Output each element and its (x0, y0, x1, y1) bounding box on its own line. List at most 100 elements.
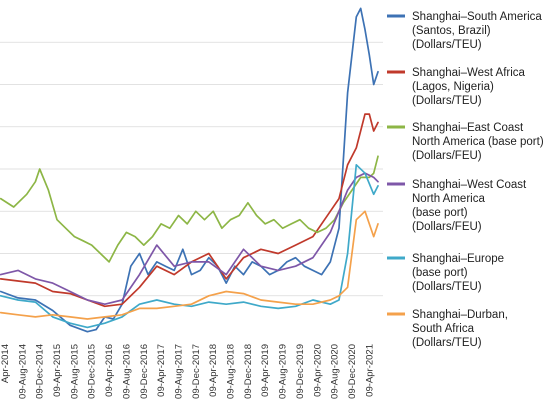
data-point (373, 130, 375, 132)
data-point (360, 7, 362, 9)
data-point (34, 301, 36, 303)
legend-item-1: Shanghai–South America (Santos, Brazil) (D… (387, 11, 542, 51)
x-tick-label: Apr-2014 (0, 344, 11, 383)
data-point (308, 227, 310, 229)
data-point (368, 54, 370, 56)
legend-item-6: Shanghai–Durban, South Africa (Dollars/TEU… (387, 309, 508, 349)
data-point (338, 227, 340, 229)
legend-label: Shanghai–South America (412, 11, 542, 23)
data-point (338, 210, 340, 212)
data-point (0, 291, 2, 292)
legend-label: (Dollars/FEU) (412, 150, 482, 162)
data-point (191, 305, 192, 307)
x-tick-label: 09-Apr-2017 (156, 344, 167, 397)
legend-item-2: Shanghai–West Africa (Lagos, Nigeria) (Dol… (387, 67, 526, 107)
data-point (17, 297, 19, 299)
data-point (34, 316, 36, 318)
data-point (260, 248, 262, 250)
legend-label: (Dollars/TEU) (412, 281, 482, 293)
data-point (139, 274, 140, 276)
data-point (104, 322, 106, 324)
data-point (173, 265, 175, 267)
data-point (377, 71, 379, 73)
data-point (355, 164, 357, 166)
data-point (225, 303, 227, 305)
data-point (364, 113, 366, 115)
legend-label: (base port) (412, 207, 468, 219)
data-point (373, 193, 375, 195)
data-point (277, 253, 279, 254)
series-line-4 (0, 172, 379, 306)
data-point (82, 240, 84, 242)
data-point (225, 282, 227, 284)
data-point (121, 303, 123, 305)
data-point (208, 261, 210, 263)
data-point (0, 278, 2, 280)
data-point (243, 248, 244, 250)
data-point (139, 286, 140, 288)
data-point (329, 261, 331, 263)
data-point (156, 307, 158, 309)
data-point (152, 236, 153, 238)
series-1 (0, 7, 379, 333)
data-point (173, 269, 175, 271)
data-point (34, 299, 36, 301)
legend-label: North America (412, 193, 485, 205)
legend-item-4: Shanghai–West Coast North America (base po… (387, 179, 527, 233)
data-point (173, 305, 175, 307)
data-point (347, 164, 349, 166)
x-tick-label: 09-Aug-2016 (121, 344, 132, 399)
data-point (121, 299, 123, 301)
data-point (26, 193, 28, 195)
data-point (377, 181, 379, 183)
legend-item-5: Shanghai–Europe (base port) (Dollars/TEU) (387, 253, 504, 293)
data-point (86, 326, 88, 328)
data-point (204, 219, 205, 221)
data-point (156, 261, 158, 263)
data-point (243, 274, 244, 276)
data-point (243, 293, 244, 295)
data-point (269, 274, 271, 276)
data-point (52, 316, 54, 318)
data-point (212, 210, 214, 212)
data-point (52, 314, 54, 316)
legend-label: (Santos, Brazil) (412, 25, 491, 37)
data-point (295, 244, 297, 246)
data-point (321, 274, 323, 276)
data-point (368, 176, 370, 178)
data-point (86, 318, 88, 320)
data-point (251, 261, 253, 263)
legend-label: (Dollars/TEU) (412, 39, 482, 51)
data-point (329, 299, 331, 301)
data-point (221, 227, 223, 229)
data-point (0, 198, 2, 200)
x-tick-label: 09-Dec-2017 (191, 344, 202, 399)
x-tick-label: 09-Dec-2014 (35, 344, 46, 399)
legend-label: (Dollars/TEU) (412, 337, 482, 349)
data-point (316, 231, 318, 233)
x-axis-tick-labels: Apr-2014 09-Aug-2014 09-Dec-2014 09-Apr-201… (0, 344, 375, 399)
data-point (191, 261, 192, 263)
data-point (156, 299, 158, 301)
data-point (364, 210, 366, 212)
data-point (0, 312, 2, 314)
legend-label: Shanghai–West Africa (412, 67, 526, 79)
data-point (295, 305, 297, 307)
data-point (121, 314, 123, 316)
legend: Shanghai–South America (Santos, Brazil) (D… (387, 11, 544, 349)
legend-label: South Africa (412, 323, 475, 335)
data-point (234, 265, 236, 267)
data-point (86, 331, 88, 333)
series-4 (0, 172, 379, 306)
data-point (260, 299, 262, 301)
data-point (208, 257, 210, 259)
data-point (69, 293, 71, 295)
data-point (13, 206, 15, 208)
data-point (312, 269, 314, 271)
data-point (277, 307, 279, 309)
data-point (143, 244, 145, 246)
data-point (160, 223, 162, 225)
x-tick-label: 09-Apr-2019 (260, 344, 271, 397)
x-tick-label: 09-Apr-2021 (364, 344, 375, 397)
